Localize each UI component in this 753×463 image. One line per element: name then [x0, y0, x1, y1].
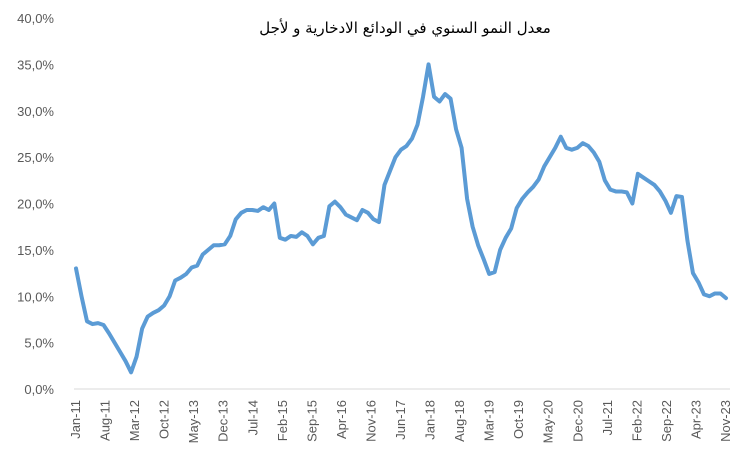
x-tick-label: Oct-19: [511, 400, 526, 439]
y-tick-label: 20,0%: [17, 197, 54, 212]
x-tick-label: Oct-12: [157, 400, 172, 439]
y-tick-label: 25,0%: [17, 150, 54, 165]
x-tick-label: Apr-23: [688, 400, 703, 439]
y-tick-label: 15,0%: [17, 243, 54, 258]
x-tick-label: Sep-22: [659, 400, 674, 442]
x-tick-label: Jan-18: [423, 400, 438, 440]
x-tick-label: Dec-13: [216, 400, 231, 442]
x-tick-label: Mar-12: [127, 400, 142, 441]
x-tick-label: Sep-15: [304, 400, 319, 442]
x-tick-label: Feb-22: [629, 400, 644, 441]
x-tick-label: Jul-14: [245, 400, 260, 435]
y-axis: 0,0% 5,0% 10,0% 15,0% 20,0% 25,0% 30,0% 35,0% 40…: [17, 11, 54, 397]
x-tick-label: May-13: [186, 400, 201, 443]
y-tick-label: 30,0%: [17, 104, 54, 119]
x-tick-label: May-20: [541, 400, 556, 443]
y-tick-label: 0,0%: [24, 382, 54, 397]
x-tick-label: Apr-16: [334, 400, 349, 439]
x-axis: Jan-11 Aug-11 Mar-12 Oct-12 May-13 Dec-13 Jul-…: [68, 388, 733, 443]
plot-area: [74, 62, 728, 375]
y-tick-label: 10,0%: [17, 289, 54, 304]
y-tick-label: 5,0%: [24, 336, 54, 351]
x-tick-label: Dec-20: [570, 400, 585, 442]
x-tick-label: Mar-19: [482, 400, 497, 441]
x-tick-label: Nov-16: [363, 400, 378, 442]
x-tick-label: Feb-15: [275, 400, 290, 441]
y-tick-label: 35,0%: [17, 57, 54, 72]
x-tick-label: Jan-11: [68, 400, 83, 439]
y-tick-label: 40,0%: [17, 11, 54, 26]
x-tick-label: Jun-17: [393, 400, 408, 440]
x-tick-label: Aug-18: [452, 400, 467, 442]
x-tick-label: Aug-11: [98, 400, 113, 441]
series-line: [74, 62, 728, 375]
chart-title: معدل النمو السنوي في الودائع الادخارية و…: [259, 18, 551, 38]
x-tick-label: Nov-23: [718, 400, 733, 442]
x-tick-label: Jul-21: [600, 400, 615, 435]
